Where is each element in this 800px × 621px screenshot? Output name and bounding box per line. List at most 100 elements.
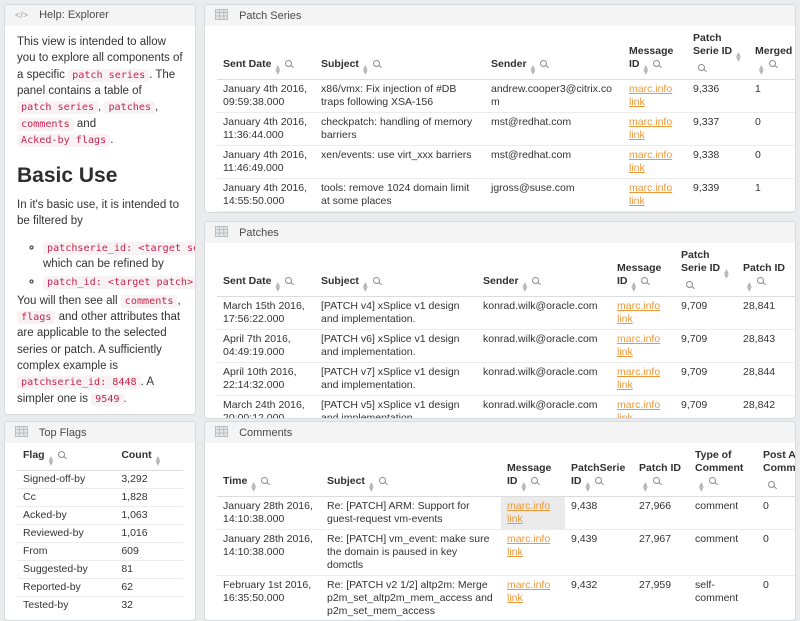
column-header[interactable]: Time ▲▼: [217, 445, 321, 497]
table-cell: xen/events: use virt_xxx barriers: [315, 146, 485, 179]
panel-title-top-flags: Top Flags: [39, 427, 87, 439]
table-cell: April 7th 2016, 04:49:19.000: [217, 330, 315, 363]
table-cell: konrad.wilk@oracle.com: [477, 297, 611, 330]
column-header[interactable]: Sent Date▲▼: [217, 28, 315, 80]
search-icon[interactable]: [261, 477, 268, 484]
search-icon[interactable]: [373, 277, 380, 284]
column-header[interactable]: PatchSerie ID▲▼: [565, 445, 633, 497]
sort-icon[interactable]: ▲▼: [643, 482, 648, 492]
table-cell: 28,842: [737, 396, 795, 420]
table-cell: 0: [795, 363, 796, 396]
panel-header-help[interactable]: </> Help: Explorer: [5, 5, 195, 26]
column-header[interactable]: Message ID▲▼: [611, 245, 675, 297]
marc-info-link[interactable]: marc.info link: [507, 533, 550, 558]
column-header[interactable]: Patch ID▲▼: [633, 445, 689, 497]
column-header[interactable]: Subject▲▼: [315, 28, 485, 80]
column-header[interactable]: Post ACK Comment▲▼: [757, 445, 796, 497]
table-cell: Enhance iomem search interfaces and supp…: [315, 212, 485, 214]
column-header[interactable]: Subject▲▼: [315, 245, 477, 297]
search-icon[interactable]: [768, 481, 775, 488]
sort-icon[interactable]: ▲▼: [699, 482, 704, 492]
table-row: January 5th 2016,Enhance iomem search in…: [217, 212, 796, 214]
column-header[interactable]: Patch Serie ID▲▼: [687, 28, 749, 80]
sort-icon[interactable]: ▲▼: [363, 65, 368, 75]
sort-icon[interactable]: ▲▼: [736, 52, 741, 62]
marc-info-link[interactable]: marc.info link: [617, 399, 660, 419]
panel-header-comments[interactable]: Comments: [205, 422, 795, 443]
help-paragraph: This view is intended to allow you to ex…: [17, 34, 183, 148]
sort-icon[interactable]: ▲▼: [522, 482, 527, 492]
sort-icon[interactable]: ▲▼: [363, 282, 368, 292]
sort-icon[interactable]: ▲▼: [369, 482, 374, 492]
sort-icon[interactable]: ▲▼: [724, 269, 729, 279]
sort-icon[interactable]: ▲▼: [275, 282, 280, 292]
panel-title-patches: Patches: [239, 227, 279, 239]
search-icon[interactable]: [698, 64, 705, 71]
search-icon[interactable]: [709, 477, 716, 484]
sort-icon[interactable]: ▲▼: [156, 456, 161, 466]
marc-info-link[interactable]: marc.info link: [629, 182, 672, 207]
search-icon[interactable]: [757, 277, 764, 284]
sort-icon[interactable]: ▲▼: [251, 482, 256, 492]
panel-header-top-flags[interactable]: Top Flags: [5, 422, 195, 443]
search-icon[interactable]: [531, 477, 538, 484]
table-cell: andrew.cooper3@citrix.com: [485, 80, 623, 113]
panel-header-patch-series[interactable]: Patch Series: [205, 5, 795, 26]
column-header[interactable]: Flag▲▼: [17, 445, 115, 471]
column-header[interactable]: Count▲▼: [115, 445, 183, 471]
column-header[interactable]: Sender▲▼: [485, 28, 623, 80]
table-cell: bp@alien8.de: [485, 212, 623, 214]
column-header[interactable]: Patch ID▲▼: [737, 245, 795, 297]
column-header[interactable]: Merged▲▼: [749, 28, 796, 80]
search-icon[interactable]: [653, 477, 660, 484]
column-header[interactable]: Patch Serie ID▲▼: [675, 245, 737, 297]
column-header[interactable]: Subject▲▼: [321, 445, 501, 497]
sort-icon[interactable]: ▲▼: [632, 282, 637, 292]
column-header[interactable]: Sender▲▼: [477, 245, 611, 297]
marc-info-link[interactable]: marc.info link: [617, 300, 660, 325]
sort-icon[interactable]: ▲▼: [747, 282, 752, 292]
search-icon[interactable]: [379, 477, 386, 484]
search-icon[interactable]: [686, 281, 693, 288]
marc-info-link[interactable]: marc.info link: [629, 149, 672, 174]
table-cell: Signed-off-by: [17, 471, 115, 489]
sort-icon[interactable]: ▲▼: [586, 482, 591, 492]
marc-info-link[interactable]: marc.info link: [617, 333, 660, 358]
search-icon[interactable]: [532, 277, 539, 284]
sort-icon[interactable]: ▲▼: [523, 282, 528, 292]
column-header[interactable]: Message ID▲▼: [501, 445, 565, 497]
column-header[interactable]: Message ID▲▼: [623, 28, 687, 80]
column-header[interactable]: Merged▲▼: [795, 245, 796, 297]
search-icon[interactable]: [769, 60, 776, 67]
column-header[interactable]: Type of Comment▲▼: [689, 445, 757, 497]
marc-info-link[interactable]: marc.info link: [507, 579, 550, 604]
search-icon[interactable]: [58, 451, 65, 458]
search-icon[interactable]: [285, 60, 292, 67]
table-cell: 9,709: [675, 363, 737, 396]
search-icon[interactable]: [373, 60, 380, 67]
search-icon[interactable]: [641, 277, 648, 284]
sort-icon[interactable]: ▲▼: [759, 65, 764, 75]
table-cell: self-comment: [689, 576, 757, 621]
table-cell: comment: [689, 497, 757, 530]
column-label: Time: [223, 475, 247, 487]
marc-info-link[interactable]: marc.info link: [507, 500, 550, 525]
marc-info-link[interactable]: marc.info link: [629, 116, 672, 141]
panel-header-patches[interactable]: Patches: [205, 222, 795, 243]
table-cell: 9,709: [675, 396, 737, 420]
sort-icon[interactable]: ▲▼: [49, 456, 54, 466]
table-cell: February 1st 2016, 16:35:50.000: [217, 576, 321, 621]
column-header[interactable]: Sent Date▲▼: [217, 245, 315, 297]
sort-icon[interactable]: ▲▼: [531, 65, 536, 75]
search-icon[interactable]: [653, 60, 660, 67]
search-icon[interactable]: [540, 60, 547, 67]
sort-icon[interactable]: ▲▼: [644, 65, 649, 75]
sort-icon[interactable]: ▲▼: [275, 65, 280, 75]
table-row: April 7th 2016, 04:49:19.000[PATCH v6] x…: [217, 330, 796, 363]
search-icon[interactable]: [285, 277, 292, 284]
marc-info-link[interactable]: marc.info link: [617, 366, 660, 391]
marc-info-link[interactable]: marc.info link: [629, 83, 672, 108]
search-icon[interactable]: [595, 477, 602, 484]
